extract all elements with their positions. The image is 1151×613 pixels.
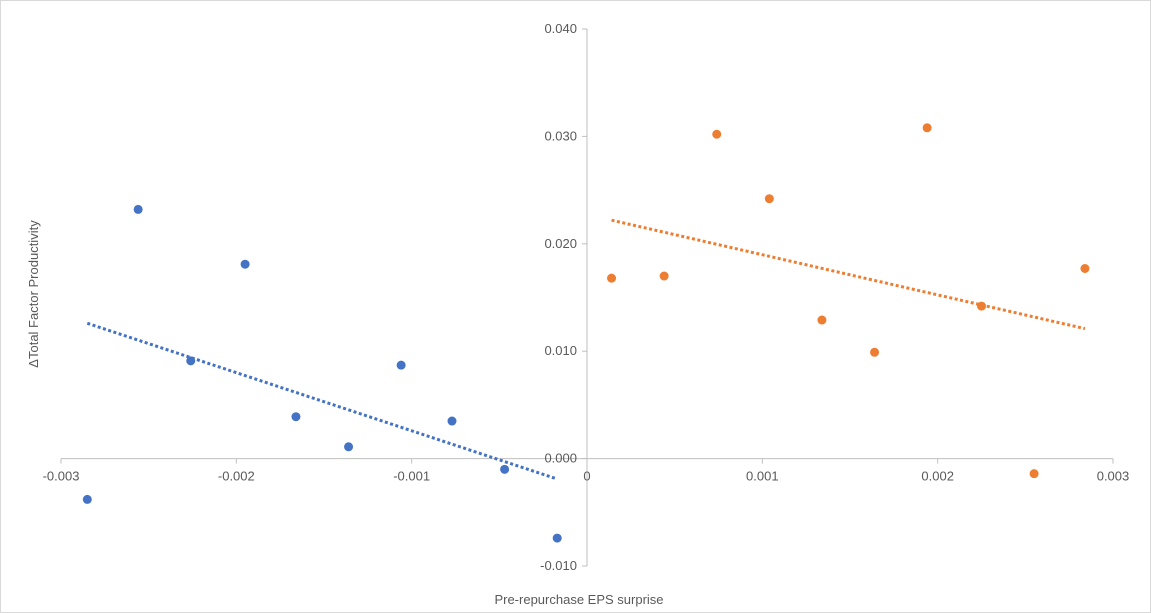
data-point-series-2: [1080, 264, 1090, 274]
data-point-series-1: [500, 464, 510, 474]
x-tick-label: -0.003: [43, 469, 80, 484]
axes: [60, 28, 1114, 567]
data-point-series-2: [712, 129, 722, 139]
data-point-series-1: [82, 494, 92, 504]
y-tick-label: 0.020: [544, 236, 577, 251]
trendline-series-1: [86, 321, 558, 481]
data-point-series-2: [817, 315, 827, 325]
data-point-series-2: [1029, 469, 1039, 479]
x-tick-label: 0.002: [921, 469, 954, 484]
y-tick-label: 0.030: [544, 128, 577, 143]
trendlines: [86, 218, 1086, 481]
data-point-series-2: [922, 123, 932, 133]
y-tick-label: 0.000: [544, 451, 577, 466]
y-axis-title: ΔTotal Factor Productivity: [26, 220, 41, 368]
x-axis-title: Pre-repurchase EPS surprise: [494, 592, 663, 607]
data-point-series-1: [396, 360, 406, 370]
y-tick-label: 0.040: [544, 21, 577, 36]
data-point-series-2: [659, 271, 669, 281]
data-point-series-1: [552, 533, 562, 543]
data-point-series-1: [240, 259, 250, 269]
x-tick-label: -0.002: [218, 469, 255, 484]
trendline-series-2: [611, 218, 1086, 331]
data-point-series-2: [977, 301, 986, 311]
data-point-series-2: [764, 194, 774, 204]
data-point-series-1: [291, 412, 301, 422]
data-point-series-2: [870, 347, 880, 357]
data-point-series-1: [133, 204, 143, 214]
data-point-series-2: [607, 273, 617, 283]
data-point-series-1: [186, 356, 196, 366]
x-tick-label: 0: [583, 469, 590, 484]
data-point-series-1: [344, 442, 354, 452]
tick-labels: -0.003 -0.002 -0.001 0 0.001 0.002 0.003 -0.010…: [43, 21, 1130, 573]
data-points: [82, 123, 1090, 543]
x-tick-label: 0.003: [1097, 469, 1130, 484]
y-tick-label: -0.010: [540, 558, 577, 573]
x-tick-label: -0.001: [393, 469, 430, 484]
y-tick-label: 0.010: [544, 343, 577, 358]
x-tick-label: 0.001: [746, 469, 779, 484]
data-point-series-1: [447, 416, 457, 426]
